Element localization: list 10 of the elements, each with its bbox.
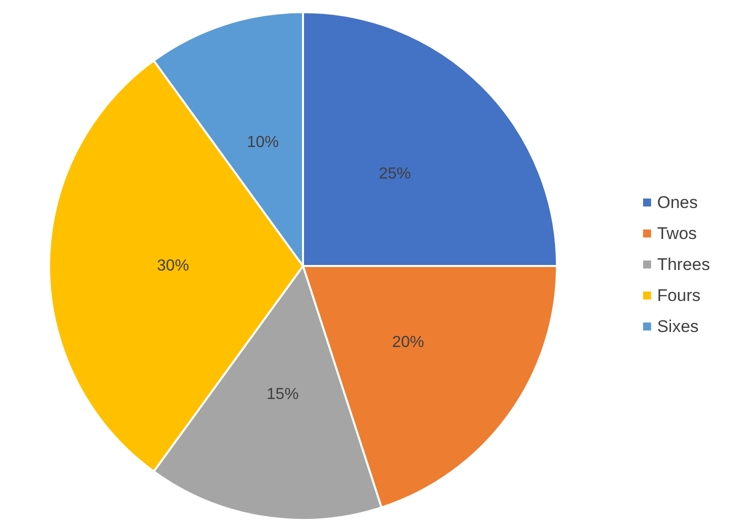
legend-label: Ones: [657, 193, 698, 212]
legend-label: Twos: [657, 224, 697, 243]
legend-label: Fours: [657, 286, 701, 305]
data-label: 20%: [392, 334, 424, 351]
legend-label: Sixes: [657, 317, 699, 336]
data-label: 10%: [246, 134, 279, 151]
data-label: 30%: [157, 258, 190, 274]
data-label: 25%: [378, 166, 411, 183]
data-label: 15%: [266, 386, 299, 403]
legend-label: Threes: [657, 255, 710, 274]
